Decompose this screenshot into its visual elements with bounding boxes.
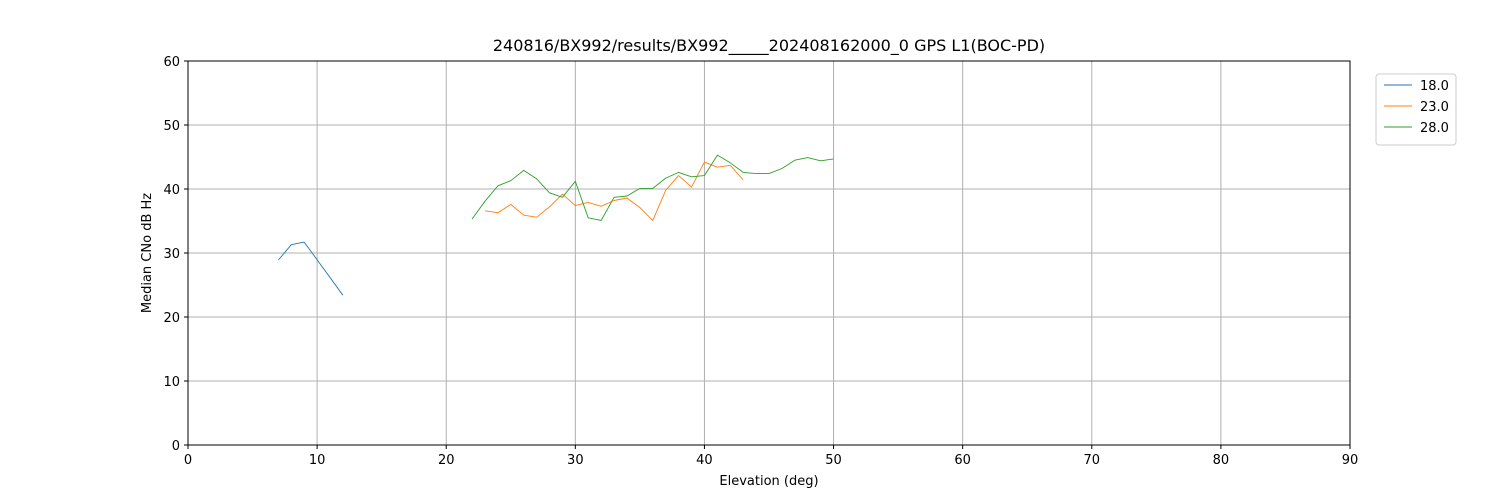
x-tick-label: 60 — [954, 453, 971, 468]
legend-label: 23.0 — [1420, 100, 1449, 115]
y-tick-label: 20 — [163, 311, 180, 326]
x-tick-label: 40 — [696, 453, 713, 468]
series-lines — [278, 154, 834, 296]
y-tick-label: 30 — [163, 247, 180, 262]
x-tick-label: 10 — [309, 453, 326, 468]
y-tick-label: 50 — [163, 119, 180, 134]
chart-title: 240816/BX992/results/BX992_____202408162… — [493, 36, 1045, 56]
legend: 18.0 23.0 28.0 — [1375, 73, 1457, 146]
y-tick-label: 40 — [163, 183, 180, 198]
axis-ticks: 0 10 20 30 40 50 60 70 80 90 0 10 20 30 40 50 60 — [163, 55, 1358, 468]
x-tick-label: 50 — [825, 453, 842, 468]
legend-label: 28.0 — [1420, 121, 1449, 136]
x-tick-label: 20 — [438, 453, 455, 468]
legend-label: 18.0 — [1420, 79, 1449, 94]
y-tick-label: 60 — [163, 55, 180, 70]
x-axis-label: Elevation (deg) — [719, 474, 818, 489]
grid — [187, 60, 1351, 446]
y-tick-label: 10 — [163, 375, 180, 390]
y-axis-label: Median CNo dB Hz — [140, 193, 155, 313]
x-tick-label: 90 — [1342, 453, 1359, 468]
y-tick-label: 0 — [172, 439, 180, 454]
x-tick-label: 30 — [567, 453, 584, 468]
series-line-18.0 — [278, 241, 344, 296]
series-line-28.0 — [471, 154, 834, 221]
x-tick-label: 0 — [184, 453, 192, 468]
series-line-23.0 — [484, 161, 744, 221]
x-tick-label: 80 — [1213, 453, 1230, 468]
x-tick-label: 70 — [1084, 453, 1101, 468]
